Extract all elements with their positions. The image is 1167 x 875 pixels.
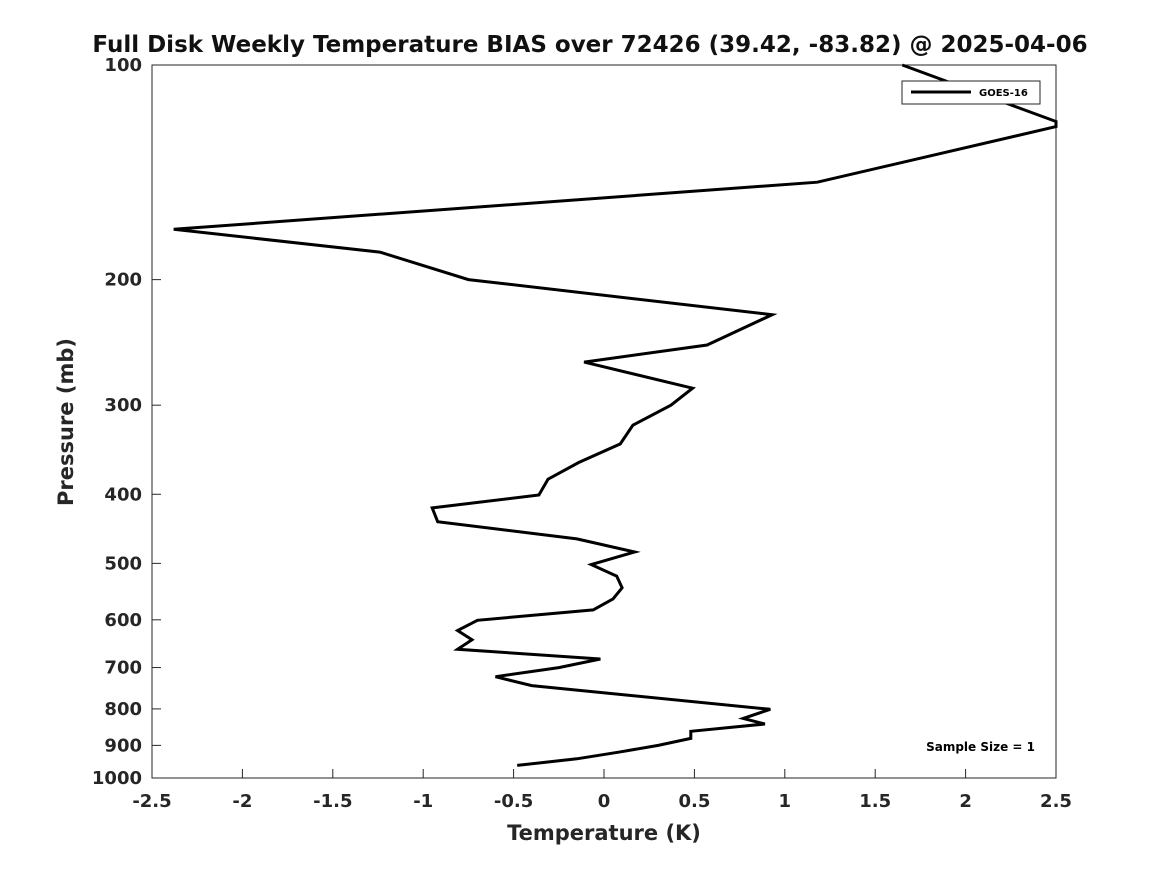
x-tick-label: -1	[413, 791, 433, 812]
chart-title: Full Disk Weekly Temperature BIAS over 7…	[92, 32, 1087, 58]
x-tick-label: 2	[959, 791, 972, 812]
y-axis: 100 200 300 400 500 600 700 800 900 1000	[92, 55, 161, 789]
legend: GOES-16	[901, 80, 1041, 105]
series-line-goes-16	[173, 63, 1058, 767]
x-tick-label: 0.5	[678, 791, 710, 812]
x-tick-label: 1.5	[859, 791, 891, 812]
x-axis-label: Temperature (K)	[507, 821, 701, 845]
plot-area	[151, 64, 1057, 779]
sample-size-annotation: Sample Size = 1	[926, 740, 1035, 754]
legend-entry-goes-16: GOES-16	[979, 88, 1028, 99]
y-tick-label: 900	[104, 735, 142, 756]
y-tick-label: 100	[104, 55, 142, 76]
y-tick-label: 700	[104, 658, 142, 679]
x-tick-label: 2.5	[1040, 791, 1072, 812]
y-tick-label: 1000	[92, 768, 142, 789]
x-tick-label: -2.5	[132, 791, 171, 812]
x-tick-label: -2	[232, 791, 252, 812]
x-tick-label: 0	[598, 791, 611, 812]
y-tick-label: 300	[104, 395, 142, 416]
y-tick-label: 600	[104, 610, 142, 631]
series-layer	[173, 63, 1058, 767]
y-tick-label: 800	[104, 699, 142, 720]
x-tick-label: -1.5	[313, 791, 352, 812]
y-tick-label: 500	[104, 553, 142, 574]
x-tick-label: 1	[779, 791, 792, 812]
x-tick-label: -0.5	[494, 791, 533, 812]
x-axis: -2.5 -2 -1.5 -1 -0.5 0 0.5 1 1.5 2 2.5	[132, 769, 1072, 812]
y-tick-label: 400	[104, 484, 142, 505]
y-tick-label: 200	[104, 270, 142, 291]
y-axis-label: Pressure (mb)	[54, 338, 78, 506]
